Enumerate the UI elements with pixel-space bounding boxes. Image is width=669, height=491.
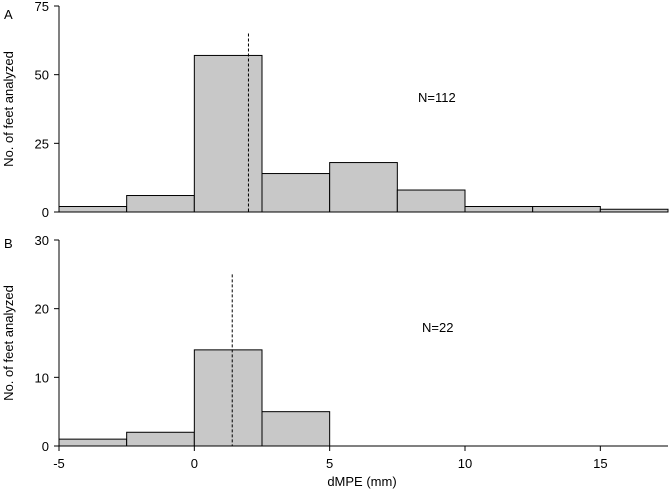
panel-b-x-ticks: -5 0 5 10 15 [53, 446, 608, 471]
panel-b-bar-2 [193, 349, 263, 447]
panel-a-label: A [4, 7, 13, 22]
x-tick-label-2: 5 [326, 456, 333, 471]
panel-b-y-tick-label-3: 30 [35, 233, 49, 248]
panel-b-label: B [4, 236, 13, 251]
panel-a-bar-7 [532, 206, 601, 213]
panel-b-y-tick-label-1: 10 [35, 370, 49, 385]
panel-a: 0 25 50 75 A N=112 No. of feet analyzed [1, 0, 669, 220]
panel-a-bar-6 [464, 206, 534, 213]
x-tick-label-1: 0 [191, 456, 198, 471]
panel-b-bars [58, 349, 331, 447]
panel-a-bar-5 [396, 189, 466, 213]
panel-b-bar-0 [58, 438, 128, 447]
x-tick-label-4: 15 [593, 456, 607, 471]
panel-b-y-tick-label-2: 20 [35, 302, 49, 317]
panel-a-bar-4 [329, 162, 398, 213]
panel-a-annotation: N=112 [418, 90, 456, 105]
panel-a-y-ticks: 0 25 50 75 [35, 0, 59, 220]
panel-b-y-ticks: 0 10 20 30 [35, 233, 59, 454]
panel-a-y-tick-label-2: 50 [35, 68, 49, 83]
x-tick-label-3: 10 [458, 456, 472, 471]
panel-a-bar-1 [126, 195, 195, 213]
panel-b-bar-1 [126, 431, 195, 447]
panel-a-y-tick-label-0: 0 [42, 205, 49, 220]
panel-a-bar-3 [261, 173, 331, 213]
panel-b-y-tick-label-0: 0 [42, 439, 49, 454]
panel-a-y-title: No. of feet analyzed [1, 51, 16, 167]
panel-a-y-tick-label-3: 75 [35, 0, 49, 14]
x-axis-title: dMPE (mm) [327, 474, 396, 489]
panel-b-bar-3 [261, 411, 331, 447]
panel-a-y-tick-label-1: 25 [35, 136, 49, 151]
x-tick-label-0: -5 [53, 456, 65, 471]
panel-a-bar-2 [193, 54, 263, 213]
panel-a-bar-0 [58, 206, 128, 213]
panel-b-annotation: N=22 [422, 320, 453, 335]
panel-b: 0 10 20 30 -5 0 5 10 15 B N=22 No. of feet anal… [1, 233, 668, 489]
panel-a-bars [58, 54, 669, 213]
panel-b-y-title: No. of feet analyzed [1, 285, 16, 401]
